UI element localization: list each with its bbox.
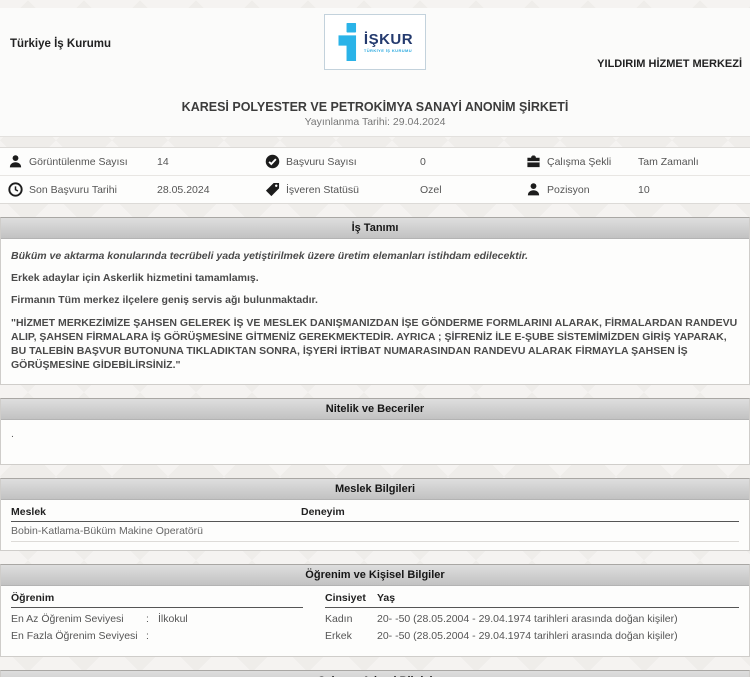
worktype-value: Tam Zamanlı [628, 148, 750, 176]
header: Türkiye İş Kurumu İŞKUR TÜRKİYE İŞ KURUM… [0, 8, 750, 137]
worktype-label: Çalışma Şekli [547, 155, 612, 168]
deadline-label: Son Başvuru Tarihi [29, 183, 117, 196]
profession-value: Bobin-Katlama-Büküm Makine Operatörü [11, 525, 204, 538]
applications-label: Başvuru Sayısı [286, 155, 357, 168]
education-row: En Az Öğrenim Seviyesi : İlkokul [11, 608, 303, 625]
age-col-header: Yaş [377, 592, 396, 605]
profession-section: Meslek Bilgileri Meslek Deneyim Bobin-Ka… [0, 478, 750, 552]
position-label-cell: Pozisyon [518, 176, 628, 203]
profession-col-deneyim: Deneyim [301, 506, 345, 519]
max-education-label: En Fazla Öğrenim Seviyesi [11, 630, 138, 643]
age-value: 20- -50 (28.05.2004 - 29.04.1974 tarihle… [377, 630, 678, 643]
job-description-line: Büküm ve aktarma konularında tecrübeli y… [11, 250, 529, 262]
employer-status-label: İşveren Statüsü [286, 183, 359, 196]
summary-info-table: Görüntülenme Sayısı 14 Başvuru Sayısı 0 … [0, 147, 750, 204]
office-name: YILDIRIM HİZMET MERKEZİ [597, 58, 742, 70]
job-description-line: Erkek adaylar için Askerlik hizmetini ta… [11, 272, 259, 285]
worktype-label-cell: Çalışma Şekli [518, 148, 628, 176]
gender-col-header: Cinsiyet [325, 592, 366, 605]
education-section: Öğrenim ve Kişisel Bilgiler Öğrenim En A… [0, 564, 750, 658]
logo-wordmark: İŞKUR [363, 30, 414, 48]
gender-value: Erkek [325, 630, 352, 643]
gender-row: Erkek 20- -50 (28.05.2004 - 29.04.1974 t… [325, 625, 739, 642]
qualifications-title: Nitelik ve Beceriler [1, 399, 749, 421]
check-icon [265, 154, 280, 169]
education-column-header: Öğrenim [11, 592, 303, 609]
gender-value: Kadın [325, 613, 353, 626]
profession-row: Bobin-Katlama-Büküm Makine Operatörü [11, 522, 739, 543]
employer-status-label-cell: İşveren Statüsü [257, 176, 410, 203]
experience-value [301, 525, 739, 537]
education-left-column: Öğrenim En Az Öğrenim Seviyesi : İlkokul… [11, 592, 303, 642]
briefcase-icon [527, 155, 540, 168]
min-education-label: En Az Öğrenim Seviyesi [11, 613, 124, 626]
profession-title: Meslek Bilgileri [1, 479, 749, 501]
job-description-title: İş Tanımı [1, 218, 749, 239]
publish-date: Yayınlanma Tarihi: 29.04.2024 [304, 116, 446, 128]
iskur-i-icon [338, 23, 356, 61]
qualifications-content: . [11, 428, 14, 441]
separator: : [146, 630, 149, 643]
deadline-label-cell: Son Başvuru Tarihi [0, 176, 147, 203]
views-label-cell: Görüntülenme Sayısı [0, 148, 147, 176]
education-row: En Fazla Öğrenim Seviyesi : [11, 625, 303, 642]
qualifications-section: Nitelik ve Beceriler . [0, 398, 750, 466]
job-description-notice: "HİZMET MERKEZİMİZE ŞAHSEN GELEREK İŞ VE… [11, 316, 738, 372]
person-icon [527, 183, 540, 196]
views-value: 14 [147, 148, 257, 176]
address-title: Çalışma Adresi Bilgisi [1, 671, 749, 677]
min-education-value: İlkokul [158, 613, 188, 626]
age-value: 20- -50 (28.05.2004 - 29.04.1974 tarihle… [377, 613, 678, 626]
education-title: Öğrenim ve Kişisel Bilgiler [1, 565, 749, 587]
applications-label-cell: Başvuru Sayısı [257, 148, 410, 176]
deadline-value: 28.05.2024 [157, 183, 210, 196]
employer-status-value: Ozel [420, 183, 442, 196]
applications-value: 0 [410, 148, 518, 176]
education-right-column: Cinsiyet Yaş Kadın 20- -50 (28.05.2004 -… [325, 592, 739, 642]
agency-name: Türkiye İş Kurumu [10, 38, 111, 50]
job-description-line: Firmanın Tüm merkez ilçelere geniş servi… [11, 294, 318, 307]
iskur-logo: İŞKUR TÜRKİYE İŞ KURUMU [324, 14, 426, 70]
job-description-section: İş Tanımı Büküm ve aktarma konularında t… [0, 217, 750, 386]
tag-icon [265, 182, 280, 197]
views-label: Görüntülenme Sayısı [29, 155, 128, 168]
person-icon [9, 155, 22, 168]
position-value: 10 [638, 183, 650, 196]
company-title: KARESİ POLYESTER VE PETROKİMYA SANAYİ AN… [181, 100, 569, 114]
profession-col-meslek: Meslek [11, 506, 47, 519]
address-section: Çalışma Adresi Bilgisi Çalışma Adresi : … [0, 670, 750, 677]
max-education-value [158, 630, 303, 642]
separator: : [146, 613, 149, 626]
clock-icon [8, 182, 23, 197]
logo-subtitle: TÜRKİYE İŞ KURUMU [363, 47, 413, 53]
position-label: Pozisyon [547, 183, 590, 196]
gender-row: Kadın 20- -50 (28.05.2004 - 29.04.1974 t… [325, 608, 739, 625]
